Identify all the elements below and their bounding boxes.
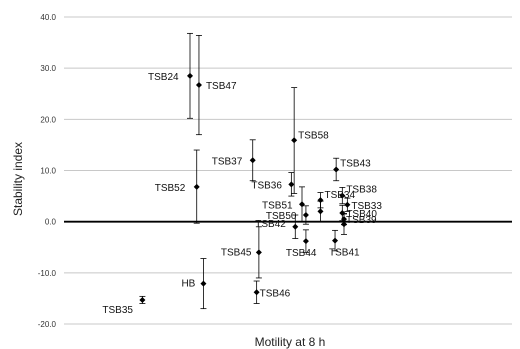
data-point-group xyxy=(332,229,339,252)
data-point-group xyxy=(341,213,347,235)
data-points xyxy=(139,32,351,310)
data-point-marker xyxy=(339,209,346,216)
data-point-marker xyxy=(292,223,299,230)
data-point-group xyxy=(193,149,200,224)
data-point-marker xyxy=(193,183,200,190)
data-point-group xyxy=(299,186,305,223)
data-point-marker xyxy=(200,280,207,287)
data-point-group xyxy=(139,295,146,304)
data-point-marker xyxy=(288,181,295,188)
data-point-group xyxy=(253,280,260,304)
data-point-group xyxy=(187,32,193,119)
y-tick-label: -20.0 xyxy=(38,320,57,329)
data-point-group xyxy=(302,205,309,225)
point-label: TSB46 xyxy=(260,288,291,299)
data-point-marker xyxy=(255,249,262,256)
data-point-marker xyxy=(341,221,347,228)
data-point-marker xyxy=(317,197,324,204)
point-label: TSB44 xyxy=(286,248,317,259)
y-tick-label: 0.0 xyxy=(45,218,57,227)
point-label: TSB24 xyxy=(148,72,179,83)
data-point-marker xyxy=(291,137,298,144)
point-label: TSB36 xyxy=(251,180,282,191)
point-label: TSB52 xyxy=(155,183,186,194)
point-label: TSB38 xyxy=(346,185,377,196)
data-point-group xyxy=(344,197,351,212)
point-label: TSB43 xyxy=(340,158,371,169)
data-point-group xyxy=(291,87,298,194)
point-label: TSB45 xyxy=(221,247,252,258)
point-labels: TSB24 TSB47 TSB58 TSB37 TSB52 TSB43 TSB36 TSB38… xyxy=(102,72,382,316)
y-tick-labels: -20.0 -10.0 0.0 10.0 20.0 30.0 40.0 xyxy=(38,13,57,329)
data-point-marker xyxy=(187,72,193,79)
point-label: TSB34 xyxy=(324,190,355,201)
data-point-group xyxy=(288,172,295,197)
data-point-marker xyxy=(339,192,346,199)
point-label: TSB39 xyxy=(346,215,377,226)
data-point-marker xyxy=(249,157,256,164)
point-label: TSB37 xyxy=(212,156,243,167)
point-label: TSB35 xyxy=(102,305,133,316)
point-label: TSB47 xyxy=(206,81,237,92)
data-point-marker xyxy=(317,208,324,215)
point-label: TSB41 xyxy=(329,248,360,259)
data-point-group xyxy=(200,258,207,310)
y-tick-label: 10.0 xyxy=(40,167,56,176)
y-tick-label: 40.0 xyxy=(40,13,56,22)
point-label: TSB51 xyxy=(262,200,293,211)
data-point-group xyxy=(255,226,262,279)
data-point-marker xyxy=(332,237,339,244)
y-axis-title: Stability index xyxy=(11,142,25,216)
data-point-group xyxy=(339,186,346,205)
y-tick-label: 20.0 xyxy=(40,115,56,124)
gridlines xyxy=(64,16,512,325)
data-point-group xyxy=(317,200,324,223)
data-point-marker xyxy=(299,201,305,208)
x-axis-title: Motility at 8 h xyxy=(255,335,326,349)
point-label: TSB40 xyxy=(346,209,377,220)
data-point-marker xyxy=(302,212,309,219)
data-point-marker xyxy=(253,289,260,296)
data-point-group xyxy=(333,157,340,182)
point-label: TSB33 xyxy=(351,201,382,212)
point-label: TSB42 xyxy=(255,219,286,230)
point-label: TSB58 xyxy=(298,130,329,141)
data-point-group xyxy=(292,214,299,239)
data-point-marker xyxy=(344,201,351,208)
data-point-marker xyxy=(333,166,340,173)
point-label: HB xyxy=(181,279,195,290)
data-point-group xyxy=(195,35,202,136)
data-point-group xyxy=(302,229,309,253)
y-tick-label: -10.0 xyxy=(38,269,57,278)
y-tick-label: 30.0 xyxy=(40,64,56,73)
point-label: TSB50 xyxy=(266,211,297,222)
data-point-group xyxy=(249,139,256,182)
data-point-marker xyxy=(302,238,309,245)
data-point-marker xyxy=(139,296,146,303)
data-point-marker xyxy=(195,82,202,89)
